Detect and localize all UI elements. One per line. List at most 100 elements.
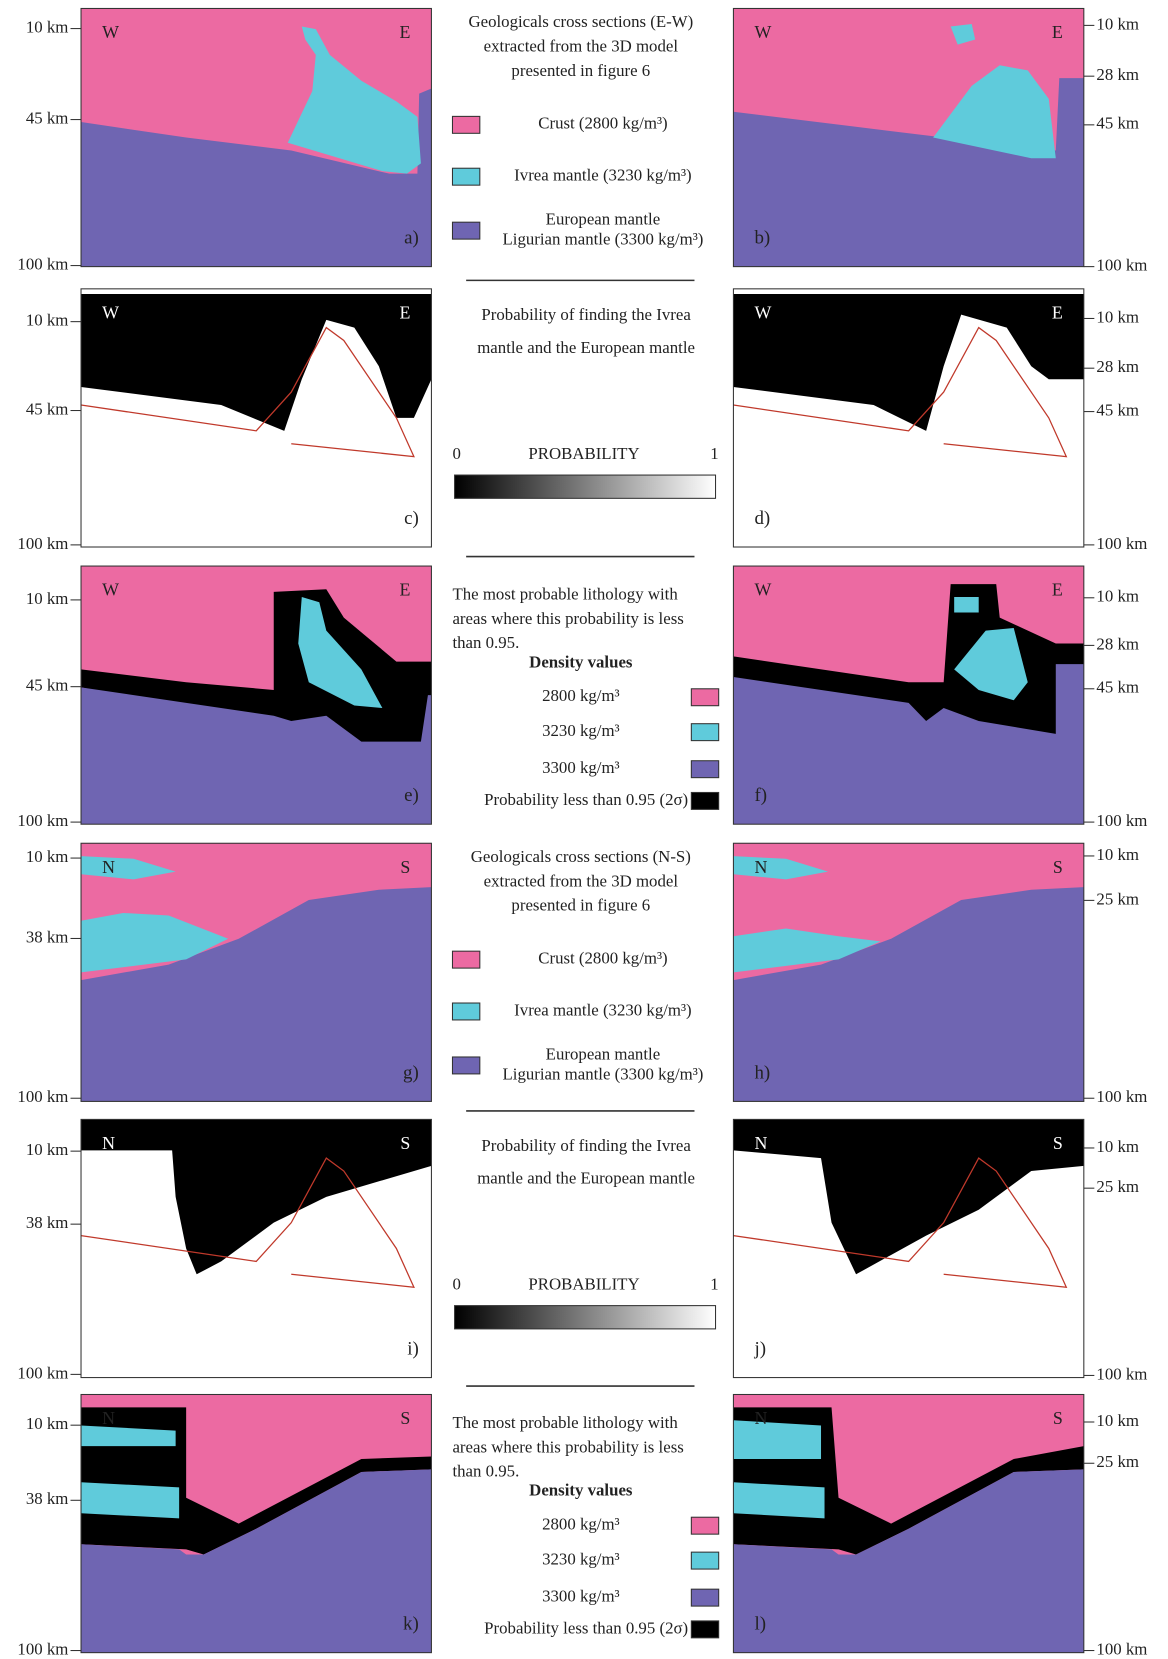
direction-label: N: [102, 1133, 115, 1153]
cross-section-panel: [733, 8, 1083, 266]
depth-label: 25 km: [1096, 1452, 1139, 1471]
depth-label: 100 km: [17, 254, 68, 273]
legend-label: 3300 kg/m³: [542, 1586, 620, 1605]
scale-max: 1: [710, 1274, 718, 1293]
direction-label: N: [754, 1133, 767, 1153]
caption: Probability of finding the Ivrea: [481, 305, 691, 324]
legend-swatch: [691, 1621, 718, 1638]
direction-label: N: [102, 857, 115, 877]
panel-label: e): [404, 785, 419, 806]
depth-label: 38 km: [26, 927, 69, 946]
direction-label: N: [754, 857, 767, 877]
depth-label: 28 km: [1096, 357, 1139, 376]
caption: extracted from the 3D model: [484, 871, 679, 890]
depth-label: 38 km: [26, 1489, 69, 1508]
legend-swatch: [452, 1003, 479, 1020]
depth-label: 10 km: [26, 847, 69, 866]
direction-label: W: [754, 302, 771, 322]
cross-section-panel: [81, 566, 431, 824]
depth-label: 45 km: [1096, 114, 1139, 133]
depth-label: 100 km: [1096, 1639, 1147, 1658]
legend-swatch: [452, 1057, 479, 1074]
legend-swatch: [691, 1589, 718, 1606]
depth-label: 28 km: [1096, 65, 1139, 84]
caption: areas where this probability is less: [452, 1437, 683, 1456]
direction-label: E: [1052, 22, 1063, 42]
caption: mantle and the European mantle: [477, 338, 695, 357]
caption: Geologicals cross sections (E-W): [468, 12, 693, 31]
direction-label: E: [399, 302, 410, 322]
direction-label: W: [102, 580, 119, 600]
legend-swatch: [691, 1517, 718, 1534]
legend-swatch: [452, 951, 479, 968]
direction-label: S: [400, 1408, 410, 1428]
depth-label: 100 km: [17, 1639, 68, 1658]
legend-label: Crust (2800 kg/m³): [538, 948, 667, 967]
caption: presented in figure 6: [511, 896, 650, 915]
legend-label: 3230 kg/m³: [542, 721, 620, 740]
depth-label: 45 km: [26, 399, 69, 418]
depth-label: 38 km: [26, 1213, 69, 1232]
section-region: [954, 597, 979, 612]
depth-label: 25 km: [1096, 889, 1139, 908]
scale-title: PROBABILITY: [528, 1274, 639, 1293]
panel-label: g): [403, 1062, 419, 1083]
depth-label: 10 km: [1096, 1411, 1139, 1430]
depth-label: 25 km: [1096, 1177, 1139, 1196]
cross-section-panel: [81, 289, 431, 547]
scale-min: 0: [452, 444, 460, 463]
legend-swatch: [452, 116, 479, 133]
legend-label: Ligurian mantle (3300 kg/m³): [503, 230, 704, 249]
direction-label: W: [754, 580, 771, 600]
direction-label: W: [102, 302, 119, 322]
caption: mantle and the European mantle: [477, 1169, 695, 1188]
depth-label: 10 km: [1096, 14, 1139, 33]
section-region: [733, 1482, 824, 1518]
panel-label: l): [754, 1613, 766, 1634]
depth-label: 100 km: [1096, 1087, 1147, 1106]
panel-label: f): [754, 785, 767, 806]
panel-label: j): [753, 1338, 766, 1359]
depth-label: 10 km: [26, 17, 69, 36]
depth-label: 45 km: [1096, 678, 1139, 697]
caption: Geologicals cross sections (N-S): [471, 847, 691, 866]
panel-label: b): [754, 227, 770, 248]
legend-heading: Density values: [529, 652, 633, 671]
depth-label: 10 km: [1096, 587, 1139, 606]
legend-label: 2800 kg/m³: [542, 686, 620, 705]
cross-section-panel: [733, 566, 1083, 824]
depth-label: 45 km: [26, 676, 69, 695]
cross-section-panel: [81, 8, 431, 266]
legend-heading: Density values: [529, 1481, 633, 1500]
depth-label: 10 km: [26, 310, 69, 329]
direction-label: S: [400, 857, 410, 877]
caption: presented in figure 6: [511, 61, 650, 80]
caption: than 0.95.: [452, 1462, 519, 1481]
legend-swatch: [691, 792, 718, 809]
legend-label: Crust (2800 kg/m³): [538, 114, 667, 133]
depth-label: 45 km: [1096, 400, 1139, 419]
cross-section-panel: [81, 843, 431, 1101]
scale-min: 0: [452, 1274, 460, 1293]
depth-label: 100 km: [1096, 255, 1147, 274]
caption: extracted from the 3D model: [484, 36, 679, 55]
legend-swatch: [691, 1552, 718, 1569]
legend-swatch: [691, 761, 718, 778]
direction-label: S: [1053, 1408, 1063, 1428]
caption: than 0.95.: [452, 633, 519, 652]
cross-section-panel: [733, 1119, 1083, 1377]
caption: Probability of finding the Ivrea: [481, 1136, 691, 1155]
legend-label: Probability less than 0.95 (2σ): [484, 1618, 688, 1637]
panel-label: a): [404, 227, 419, 248]
caption: areas where this probability is less: [452, 609, 683, 628]
caption: The most probable lithology with: [452, 585, 678, 604]
depth-label: 100 km: [1096, 534, 1147, 553]
direction-label: S: [400, 1133, 410, 1153]
scale-max: 1: [710, 444, 718, 463]
depth-label: 10 km: [26, 1414, 69, 1433]
direction-label: E: [399, 580, 410, 600]
direction-label: E: [1052, 302, 1063, 322]
panel-label: i): [407, 1338, 419, 1359]
direction-label: N: [102, 1408, 115, 1428]
depth-label: 100 km: [17, 1087, 68, 1106]
